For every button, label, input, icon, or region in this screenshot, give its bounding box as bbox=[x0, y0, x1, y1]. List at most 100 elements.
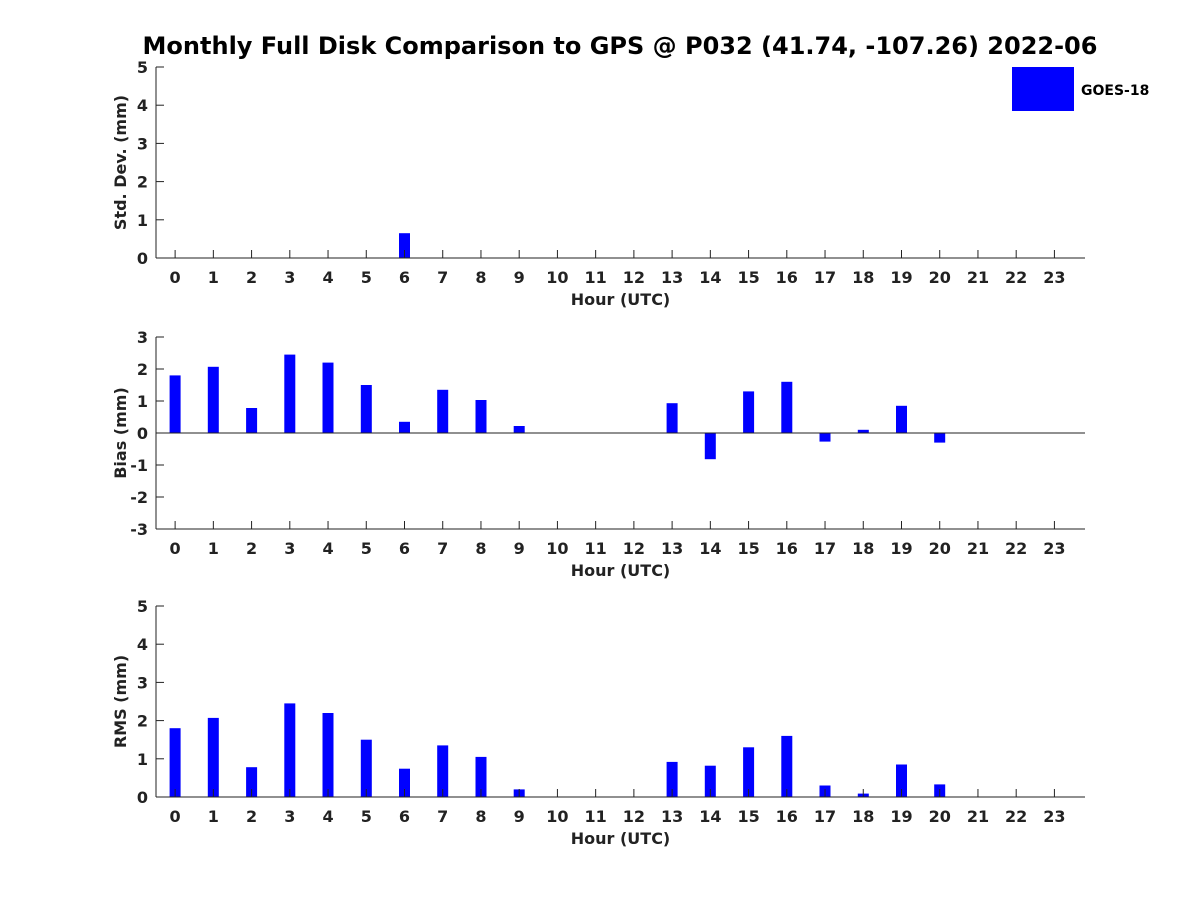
x-tick-label: 5 bbox=[361, 807, 372, 826]
x-tick-label: 16 bbox=[776, 807, 798, 826]
bar-hour-8 bbox=[475, 400, 487, 433]
bar-hour-5 bbox=[360, 739, 372, 797]
y-tick-label: 0 bbox=[137, 424, 148, 443]
x-tick-label: 5 bbox=[361, 539, 372, 558]
chart-title: Monthly Full Disk Comparison to GPS @ P0… bbox=[143, 32, 1098, 60]
bar-hour-6 bbox=[399, 233, 410, 258]
x-tick-label: 1 bbox=[208, 539, 219, 558]
x-tick-label: 11 bbox=[585, 539, 607, 558]
x-tick-label: 2 bbox=[246, 539, 257, 558]
x-tick-label: 5 bbox=[361, 268, 372, 287]
y-tick-label: 2 bbox=[137, 173, 148, 192]
x-tick-label: 9 bbox=[514, 807, 525, 826]
x-tick-label: 16 bbox=[776, 539, 798, 558]
x-tick-label: 3 bbox=[284, 268, 295, 287]
bar-hour-17 bbox=[819, 433, 831, 442]
y-tick-label: -2 bbox=[130, 488, 148, 507]
x-tick-label: 7 bbox=[437, 268, 448, 287]
x-tick-label: 3 bbox=[284, 539, 295, 558]
x-axis-label: Hour (UTC) bbox=[571, 561, 671, 580]
x-axis-label: Hour (UTC) bbox=[571, 829, 671, 848]
x-axis-label: Hour (UTC) bbox=[571, 290, 671, 309]
x-tick-label: 15 bbox=[737, 807, 759, 826]
x-tick-label: 7 bbox=[437, 539, 448, 558]
x-tick-label: 22 bbox=[1005, 539, 1027, 558]
x-tick-label: 18 bbox=[852, 268, 874, 287]
bar-hour-4 bbox=[322, 362, 334, 433]
y-tick-label: 0 bbox=[137, 249, 148, 268]
bar-hour-3 bbox=[284, 703, 296, 797]
y-tick-label: -1 bbox=[130, 456, 148, 475]
bar-hour-19 bbox=[896, 764, 907, 797]
y-axis-label: RMS (mm) bbox=[111, 655, 130, 748]
x-tick-label: 2 bbox=[246, 807, 257, 826]
bar-hour-13 bbox=[666, 403, 678, 433]
legend-swatch bbox=[1012, 67, 1074, 111]
x-tick-label: 20 bbox=[929, 539, 951, 558]
x-tick-label: 14 bbox=[699, 807, 721, 826]
bar-hour-9 bbox=[513, 426, 525, 433]
bar-hour-14 bbox=[704, 433, 716, 460]
bar-hour-0 bbox=[169, 375, 181, 433]
y-tick-label: 4 bbox=[137, 635, 148, 654]
x-tick-label: 22 bbox=[1005, 807, 1027, 826]
y-tick-label: -3 bbox=[130, 520, 148, 539]
bar-hour-0 bbox=[169, 728, 181, 797]
x-tick-label: 17 bbox=[814, 807, 836, 826]
x-tick-label: 20 bbox=[929, 807, 951, 826]
bar-hour-2 bbox=[246, 767, 258, 797]
x-tick-label: 22 bbox=[1005, 268, 1027, 287]
y-tick-label: 1 bbox=[137, 211, 148, 230]
bar-hour-18 bbox=[857, 429, 869, 433]
x-tick-label: 19 bbox=[890, 539, 912, 558]
y-tick-label: 5 bbox=[137, 597, 148, 616]
bar-hour-4 bbox=[322, 713, 334, 797]
x-tick-label: 10 bbox=[546, 268, 568, 287]
legend: GOES-18 bbox=[1012, 67, 1149, 111]
bar-hour-3 bbox=[284, 354, 296, 433]
x-tick-label: 13 bbox=[661, 807, 683, 826]
bar-hour-14 bbox=[704, 765, 716, 797]
x-tick-label: 15 bbox=[737, 539, 759, 558]
bar-hour-16 bbox=[781, 381, 793, 433]
x-tick-label: 16 bbox=[776, 268, 798, 287]
bar-hour-1 bbox=[207, 366, 219, 433]
bar-hour-15 bbox=[743, 391, 755, 433]
x-tick-label: 1 bbox=[208, 268, 219, 287]
x-tick-label: 0 bbox=[170, 539, 181, 558]
x-tick-label: 7 bbox=[437, 807, 448, 826]
x-tick-label: 18 bbox=[852, 539, 874, 558]
x-tick-label: 19 bbox=[890, 807, 912, 826]
bar-hour-6 bbox=[399, 768, 410, 797]
x-tick-label: 8 bbox=[475, 539, 486, 558]
x-tick-label: 4 bbox=[322, 807, 333, 826]
x-tick-label: 4 bbox=[322, 268, 333, 287]
x-tick-label: 18 bbox=[852, 807, 874, 826]
x-tick-label: 9 bbox=[514, 539, 525, 558]
x-tick-label: 13 bbox=[661, 268, 683, 287]
x-tick-label: 12 bbox=[623, 268, 645, 287]
y-tick-label: 3 bbox=[137, 134, 148, 153]
y-tick-label: 5 bbox=[137, 58, 148, 77]
x-tick-label: 13 bbox=[661, 539, 683, 558]
x-tick-label: 19 bbox=[890, 268, 912, 287]
x-tick-label: 23 bbox=[1043, 268, 1065, 287]
x-tick-label: 21 bbox=[967, 807, 989, 826]
x-tick-label: 17 bbox=[814, 539, 836, 558]
bar-hour-2 bbox=[246, 408, 258, 433]
x-tick-label: 12 bbox=[623, 539, 645, 558]
y-axis-label: Bias (mm) bbox=[111, 387, 130, 479]
x-tick-label: 14 bbox=[699, 268, 721, 287]
x-tick-label: 11 bbox=[585, 268, 607, 287]
bar-hour-16 bbox=[781, 735, 793, 797]
x-tick-label: 15 bbox=[737, 268, 759, 287]
x-tick-label: 3 bbox=[284, 807, 295, 826]
x-tick-label: 17 bbox=[814, 268, 836, 287]
y-tick-label: 1 bbox=[137, 750, 148, 769]
x-tick-label: 11 bbox=[585, 807, 607, 826]
legend-label: GOES-18 bbox=[1081, 83, 1149, 99]
y-tick-label: 2 bbox=[137, 712, 148, 731]
